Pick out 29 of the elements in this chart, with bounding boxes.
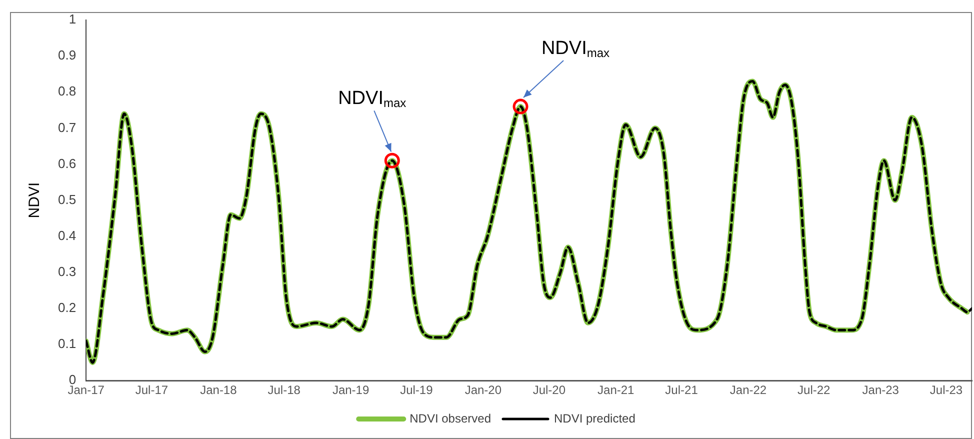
x-tick-label: Jul-18 [268, 383, 301, 398]
x-tick-label: Jan-19 [332, 383, 370, 398]
x-tick-label: Jan-17 [68, 383, 105, 398]
legend-label: NDVI observed [410, 411, 492, 426]
y-tick-label: 0.7 [58, 120, 76, 135]
x-tick-label: Jan-23 [862, 383, 900, 398]
x-tick-label: Jul-19 [400, 383, 434, 398]
x-tick-label: Jul-22 [798, 383, 831, 398]
annotation: NDVI$_{max}$ [541, 38, 610, 60]
x-tick-label: Jul-20 [532, 383, 566, 398]
x-tick-label: Jan-18 [200, 383, 238, 398]
x-tick-label: Jul-23 [930, 383, 963, 398]
y-tick-label: 0.2 [58, 300, 76, 316]
y-tick-label: 0.8 [58, 84, 76, 99]
y-tick-label: 0.9 [58, 48, 76, 63]
y-tick-label: 1 [68, 12, 76, 27]
y-tick-label: 0.6 [58, 156, 76, 171]
x-tick-label: Jan-20 [464, 383, 502, 398]
x-tick-label: Jan-22 [730, 383, 767, 398]
y-tick-label: 0.3 [58, 264, 76, 279]
y-tick-label: 0.4 [58, 228, 76, 243]
annotation: NDVI$_{max}$ [338, 88, 406, 110]
x-tick-label: Jul-21 [665, 383, 698, 398]
legend-label: NDVI predicted [554, 411, 636, 426]
y-axis-title: NDVI [26, 182, 44, 218]
x-tick-label: Jan-21 [598, 383, 635, 398]
y-tick-label: 0.5 [58, 192, 76, 207]
x-tick-label: Jul-17 [135, 383, 168, 398]
y-tick-label: 0.1 [58, 336, 76, 352]
